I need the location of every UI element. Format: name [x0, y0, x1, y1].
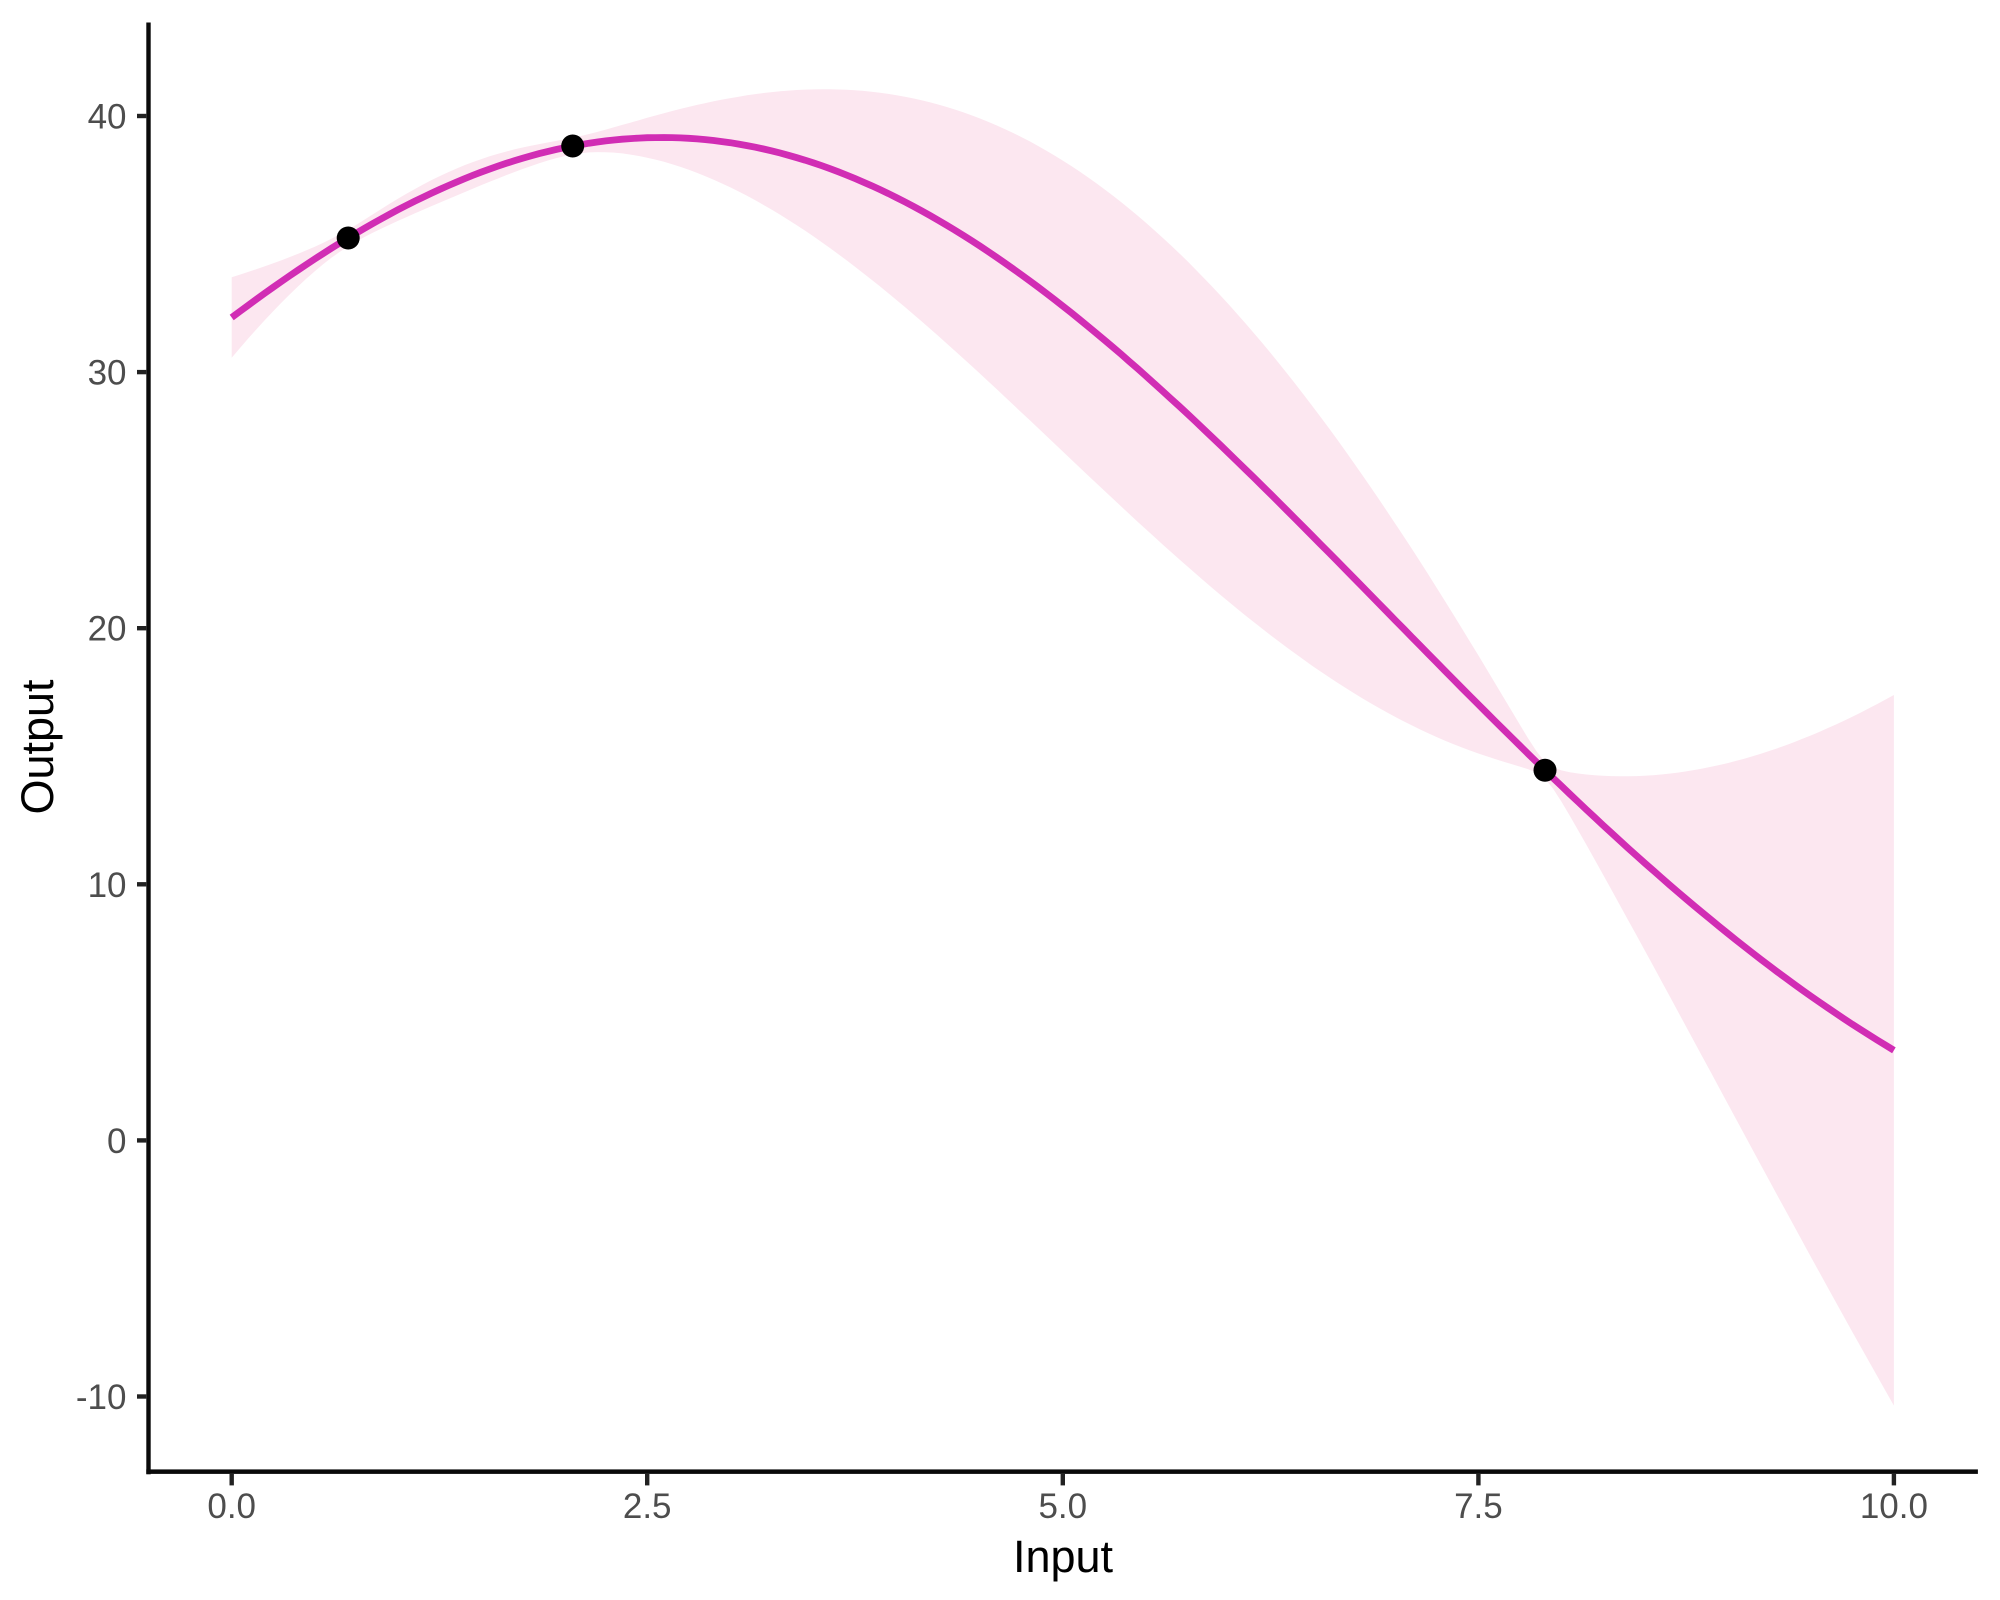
svg-text:2.5: 2.5	[623, 1487, 672, 1526]
svg-text:Input: Input	[1013, 1531, 1114, 1582]
svg-text:20: 20	[88, 610, 127, 649]
svg-text:0: 0	[107, 1122, 126, 1161]
svg-text:-10: -10	[76, 1378, 127, 1417]
svg-text:10: 10	[88, 866, 127, 905]
svg-text:0.0: 0.0	[207, 1487, 256, 1526]
svg-text:Output: Output	[12, 679, 63, 815]
svg-text:40: 40	[88, 98, 127, 137]
svg-text:5.0: 5.0	[1038, 1487, 1087, 1526]
svg-text:30: 30	[88, 354, 127, 393]
svg-text:7.5: 7.5	[1454, 1487, 1503, 1526]
svg-text:10.0: 10.0	[1860, 1487, 1928, 1526]
